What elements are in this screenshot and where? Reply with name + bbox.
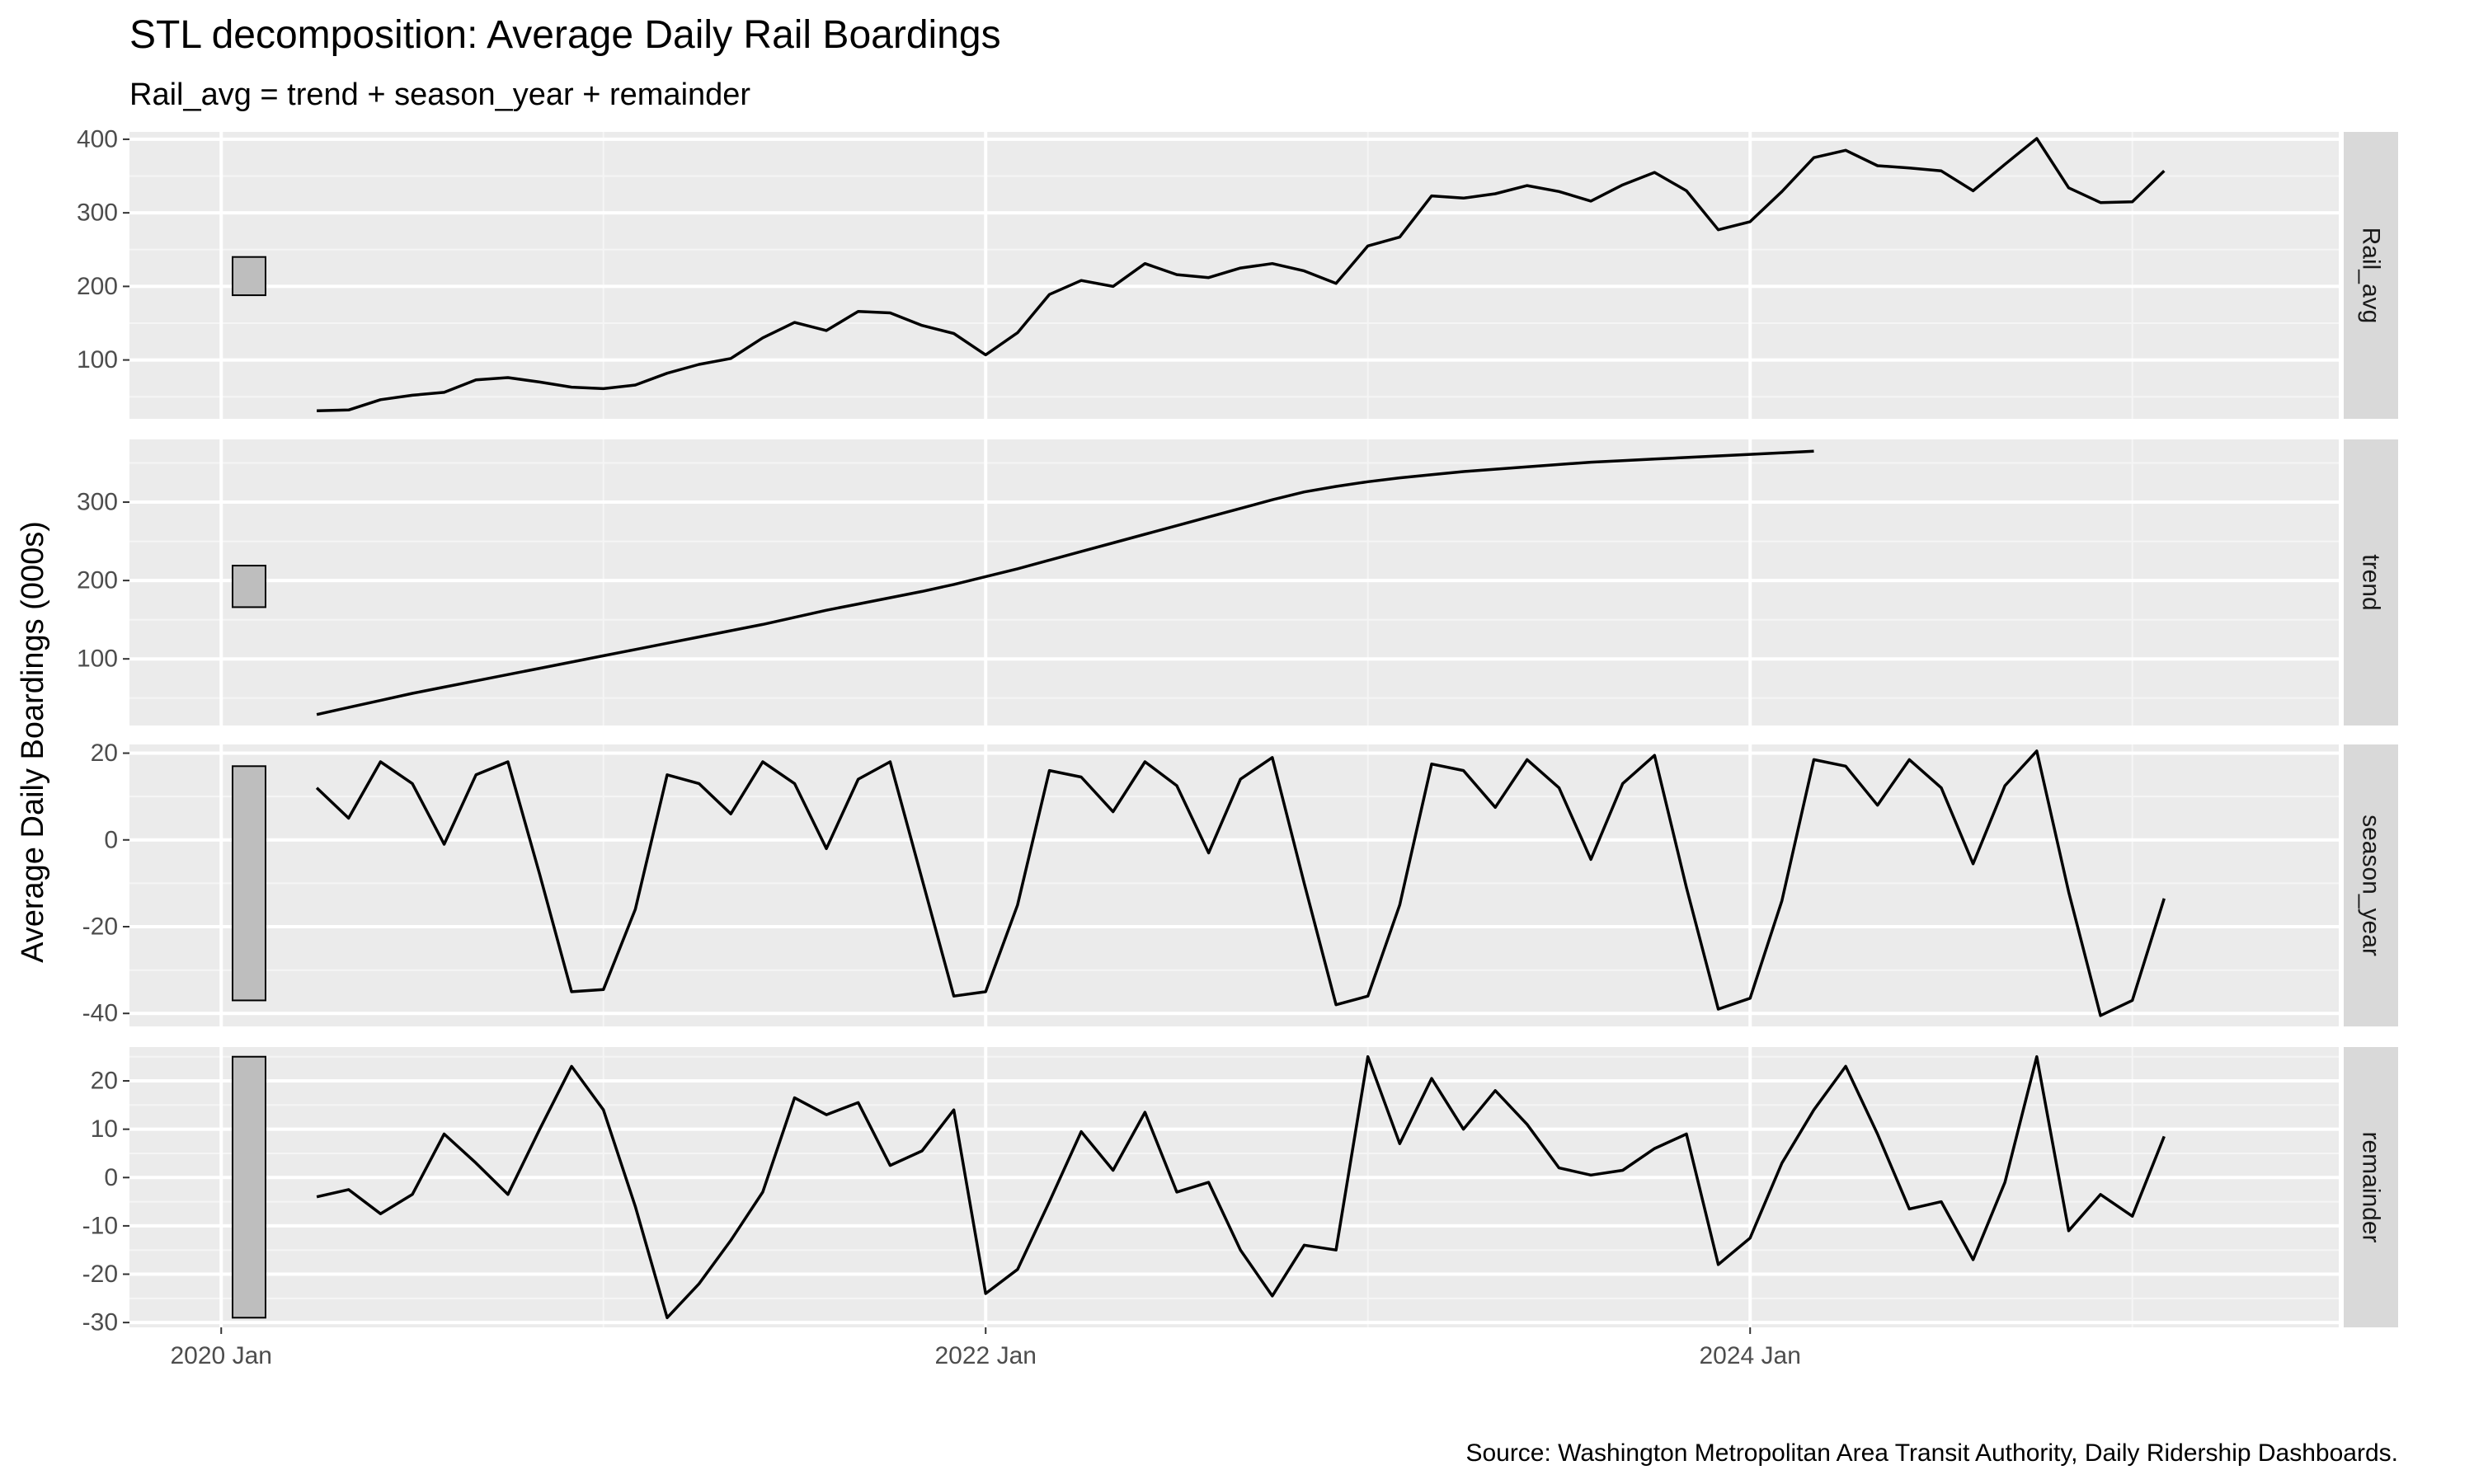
y-tick-label: 20 <box>91 1068 118 1095</box>
panel-background <box>129 1047 2339 1327</box>
facet-panels: Rail_avg100200300400trend100200300season… <box>77 125 2398 1336</box>
y-tick-label: 10 <box>91 1115 118 1143</box>
y-tick-label: -30 <box>82 1309 118 1336</box>
scale-bar <box>232 565 266 608</box>
facet-panel-trend: trend 100 200 300 <box>77 439 2398 726</box>
y-tick-label: 200 <box>77 567 118 594</box>
facet-panel-season_year: season_year -40 -20 0 20 <box>82 740 2398 1027</box>
x-tick-label: 2020 Jan <box>171 1342 272 1369</box>
scale-bar <box>232 1055 266 1319</box>
y-tick-label: 300 <box>77 489 118 516</box>
facet-strip <box>2344 744 2398 1026</box>
y-tick-label: 20 <box>91 740 118 767</box>
facet-strip <box>2344 132 2398 419</box>
chart-title: STL decomposition: Average Daily Rail Bo… <box>129 13 1001 57</box>
facet-strip-label: Rail_avg <box>2358 228 2385 324</box>
facet-strip <box>2344 439 2398 726</box>
x-tick-label: 2024 Jan <box>1699 1342 1800 1369</box>
y-tick-label: -40 <box>82 1000 118 1027</box>
panel-background <box>129 132 2339 419</box>
y-tick-label: -10 <box>82 1212 118 1239</box>
panel-background <box>129 744 2339 1026</box>
series-line-Rail_avg <box>317 137 2166 412</box>
y-tick-label: -20 <box>82 913 118 940</box>
facet-panel-Rail_avg: Rail_avg 100 200 300 400 <box>77 125 2398 419</box>
facet-strip-label: season_year <box>2358 815 2385 956</box>
chart-subtitle: Rail_avg = trend + season_year + remaind… <box>129 77 750 112</box>
x-tick-label: 2022 Jan <box>935 1342 1037 1369</box>
facet-strip-label: remainder <box>2358 1131 2385 1242</box>
scale-bar <box>232 765 266 1002</box>
y-tick-label: -20 <box>82 1261 118 1288</box>
series-line-season_year <box>315 749 2166 1017</box>
y-tick-label: 100 <box>77 646 118 673</box>
y-axis-title: Average Daily Boardings (000s) <box>16 521 50 963</box>
y-tick-label: 100 <box>77 346 118 373</box>
chart-caption: Source: Washington Metropolitan Area Tra… <box>1465 1439 2398 1467</box>
y-tick-label: 200 <box>77 273 118 300</box>
series-line-trend <box>316 449 1814 716</box>
facet-strip <box>2344 1047 2398 1327</box>
y-tick-label: 0 <box>104 1164 118 1191</box>
y-tick-label: 300 <box>77 200 118 227</box>
facet-strip-label: trend <box>2358 554 2385 610</box>
y-tick-label: 400 <box>77 125 118 153</box>
series-line-remainder <box>316 1054 2166 1320</box>
facet-panel-remainder: remainder -30 -20 -10 0 10 20 <box>82 1047 2398 1336</box>
y-tick-label: 0 <box>104 826 118 853</box>
x-axis: 2020 Jan 2022 Jan 2024 Jan <box>171 1327 1801 1369</box>
scale-bar <box>232 256 266 297</box>
